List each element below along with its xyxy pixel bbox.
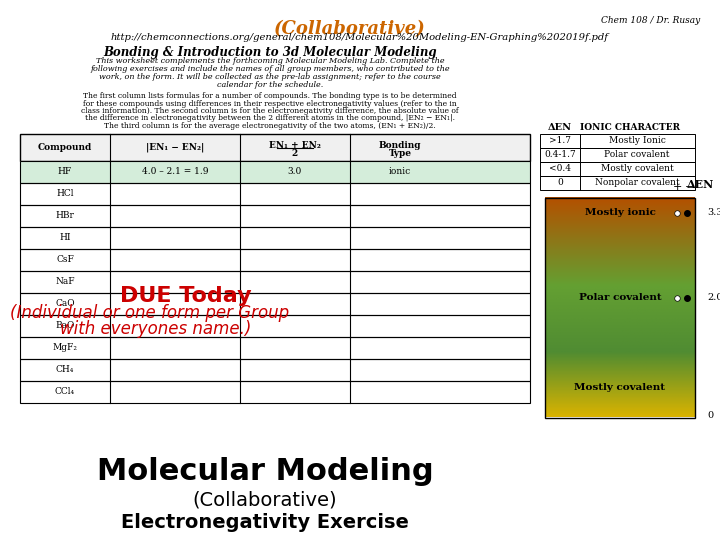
Bar: [20, 336, 530, 359]
Text: class information). The second column is for the electronegativity difference, t: class information). The second column is…: [81, 107, 459, 115]
Text: (Collaborative): (Collaborative): [193, 490, 337, 510]
Text: EN₁ + EN₂: EN₁ + EN₂: [269, 140, 321, 150]
Text: BaO: BaO: [55, 321, 75, 330]
Text: Mostly covalent: Mostly covalent: [600, 164, 673, 173]
Bar: [20, 359, 530, 381]
Text: following exercises and include the names of all group members, who contributed : following exercises and include the name…: [90, 65, 450, 73]
Text: Nonpolar covalent: Nonpolar covalent: [595, 178, 680, 187]
Text: Electronegativity Exercise: Electronegativity Exercise: [121, 512, 409, 531]
Bar: [20, 248, 530, 271]
Bar: [20, 381, 530, 402]
Text: CH₄: CH₄: [56, 365, 74, 374]
Bar: [20, 314, 530, 336]
Text: Polar covalent: Polar covalent: [579, 293, 661, 302]
Text: ΔEN: ΔEN: [686, 179, 714, 190]
Text: calendar for the schedule.: calendar for the schedule.: [217, 81, 323, 89]
Bar: [20, 271, 530, 293]
Text: HI: HI: [59, 233, 71, 242]
Text: HF: HF: [58, 167, 72, 176]
Text: IONIC CHARACTER: IONIC CHARACTER: [580, 123, 680, 132]
Text: <0.4: <0.4: [549, 164, 571, 173]
Bar: [540, 161, 695, 176]
Bar: [20, 160, 530, 183]
Text: 2.0: 2.0: [707, 293, 720, 302]
Bar: [20, 160, 530, 183]
Text: Bonding: Bonding: [379, 140, 421, 150]
Text: Chem 108 / Dr. Rusay: Chem 108 / Dr. Rusay: [600, 16, 700, 25]
Text: 4.0 – 2.1 = 1.9: 4.0 – 2.1 = 1.9: [142, 167, 208, 176]
Text: 0.4-1.7: 0.4-1.7: [544, 150, 576, 159]
Text: 2: 2: [292, 148, 298, 158]
Text: NaF: NaF: [55, 277, 75, 286]
Bar: [20, 133, 530, 160]
Text: ionic: ionic: [389, 167, 411, 176]
Text: 3.0: 3.0: [288, 167, 302, 176]
Bar: [20, 226, 530, 248]
Text: This worksheet complements the forthcoming Molecular Modeling Lab. Complete the: This worksheet complements the forthcomi…: [96, 57, 444, 65]
Text: +: +: [672, 183, 682, 192]
Text: for these compounds using differences in their respective electronegativity valu: for these compounds using differences in…: [83, 99, 457, 107]
Text: |EN₁ − EN₂|: |EN₁ − EN₂|: [146, 142, 204, 152]
Bar: [540, 176, 695, 190]
Text: −: −: [685, 183, 695, 192]
Text: (Individual or one form per Group: (Individual or one form per Group: [10, 305, 289, 322]
Text: The first column lists formulas for a number of compounds. The bonding type is t: The first column lists formulas for a nu…: [84, 92, 456, 100]
Text: MgF₂: MgF₂: [53, 343, 78, 352]
Text: the difference in electronegativity between the 2 different atoms in the compoun: the difference in electronegativity betw…: [85, 114, 455, 123]
Text: http://chemconnections.org/general/chem108/Molecular%20Modeling-EN-Graphing%2020: http://chemconnections.org/general/chem1…: [111, 33, 609, 42]
Bar: [545, 198, 695, 417]
Text: work, on the form. It will be collected as the pre-lab assignment; refer to the : work, on the form. It will be collected …: [99, 73, 441, 81]
Text: Bonding & Introduction to 3d Molecular Modeling: Bonding & Introduction to 3d Molecular M…: [103, 46, 437, 59]
Text: 0: 0: [557, 178, 563, 187]
Bar: [20, 293, 530, 314]
Text: Mostly ionic: Mostly ionic: [585, 208, 655, 217]
Text: Polar covalent: Polar covalent: [604, 150, 670, 159]
Text: Mostly Ionic: Mostly Ionic: [608, 136, 665, 145]
Bar: [540, 147, 695, 161]
Text: >1.7: >1.7: [549, 136, 571, 145]
Text: 3.3: 3.3: [707, 208, 720, 217]
Text: Mostly covalent: Mostly covalent: [575, 383, 665, 392]
Text: Compound: Compound: [38, 143, 92, 152]
Text: The third column is for the average electronegativity of the two atoms, (EN₁ + E: The third column is for the average elec…: [104, 122, 436, 130]
Text: CsF: CsF: [56, 255, 74, 264]
Text: HBr: HBr: [55, 211, 74, 220]
Text: with everyones name.): with everyones name.): [60, 321, 251, 339]
Text: CaO: CaO: [55, 299, 75, 308]
Text: Molecular Modeling: Molecular Modeling: [96, 457, 433, 487]
Text: Type: Type: [389, 148, 412, 158]
Bar: [540, 133, 695, 147]
Text: CCl₄: CCl₄: [55, 387, 75, 396]
Bar: [20, 205, 530, 226]
Text: HCl: HCl: [56, 189, 73, 198]
Text: 0: 0: [707, 411, 713, 420]
Text: ΔEN: ΔEN: [548, 123, 572, 132]
Text: DUE Today: DUE Today: [120, 286, 251, 306]
Bar: [20, 183, 530, 205]
Text: (Collaborative): (Collaborative): [274, 20, 426, 38]
